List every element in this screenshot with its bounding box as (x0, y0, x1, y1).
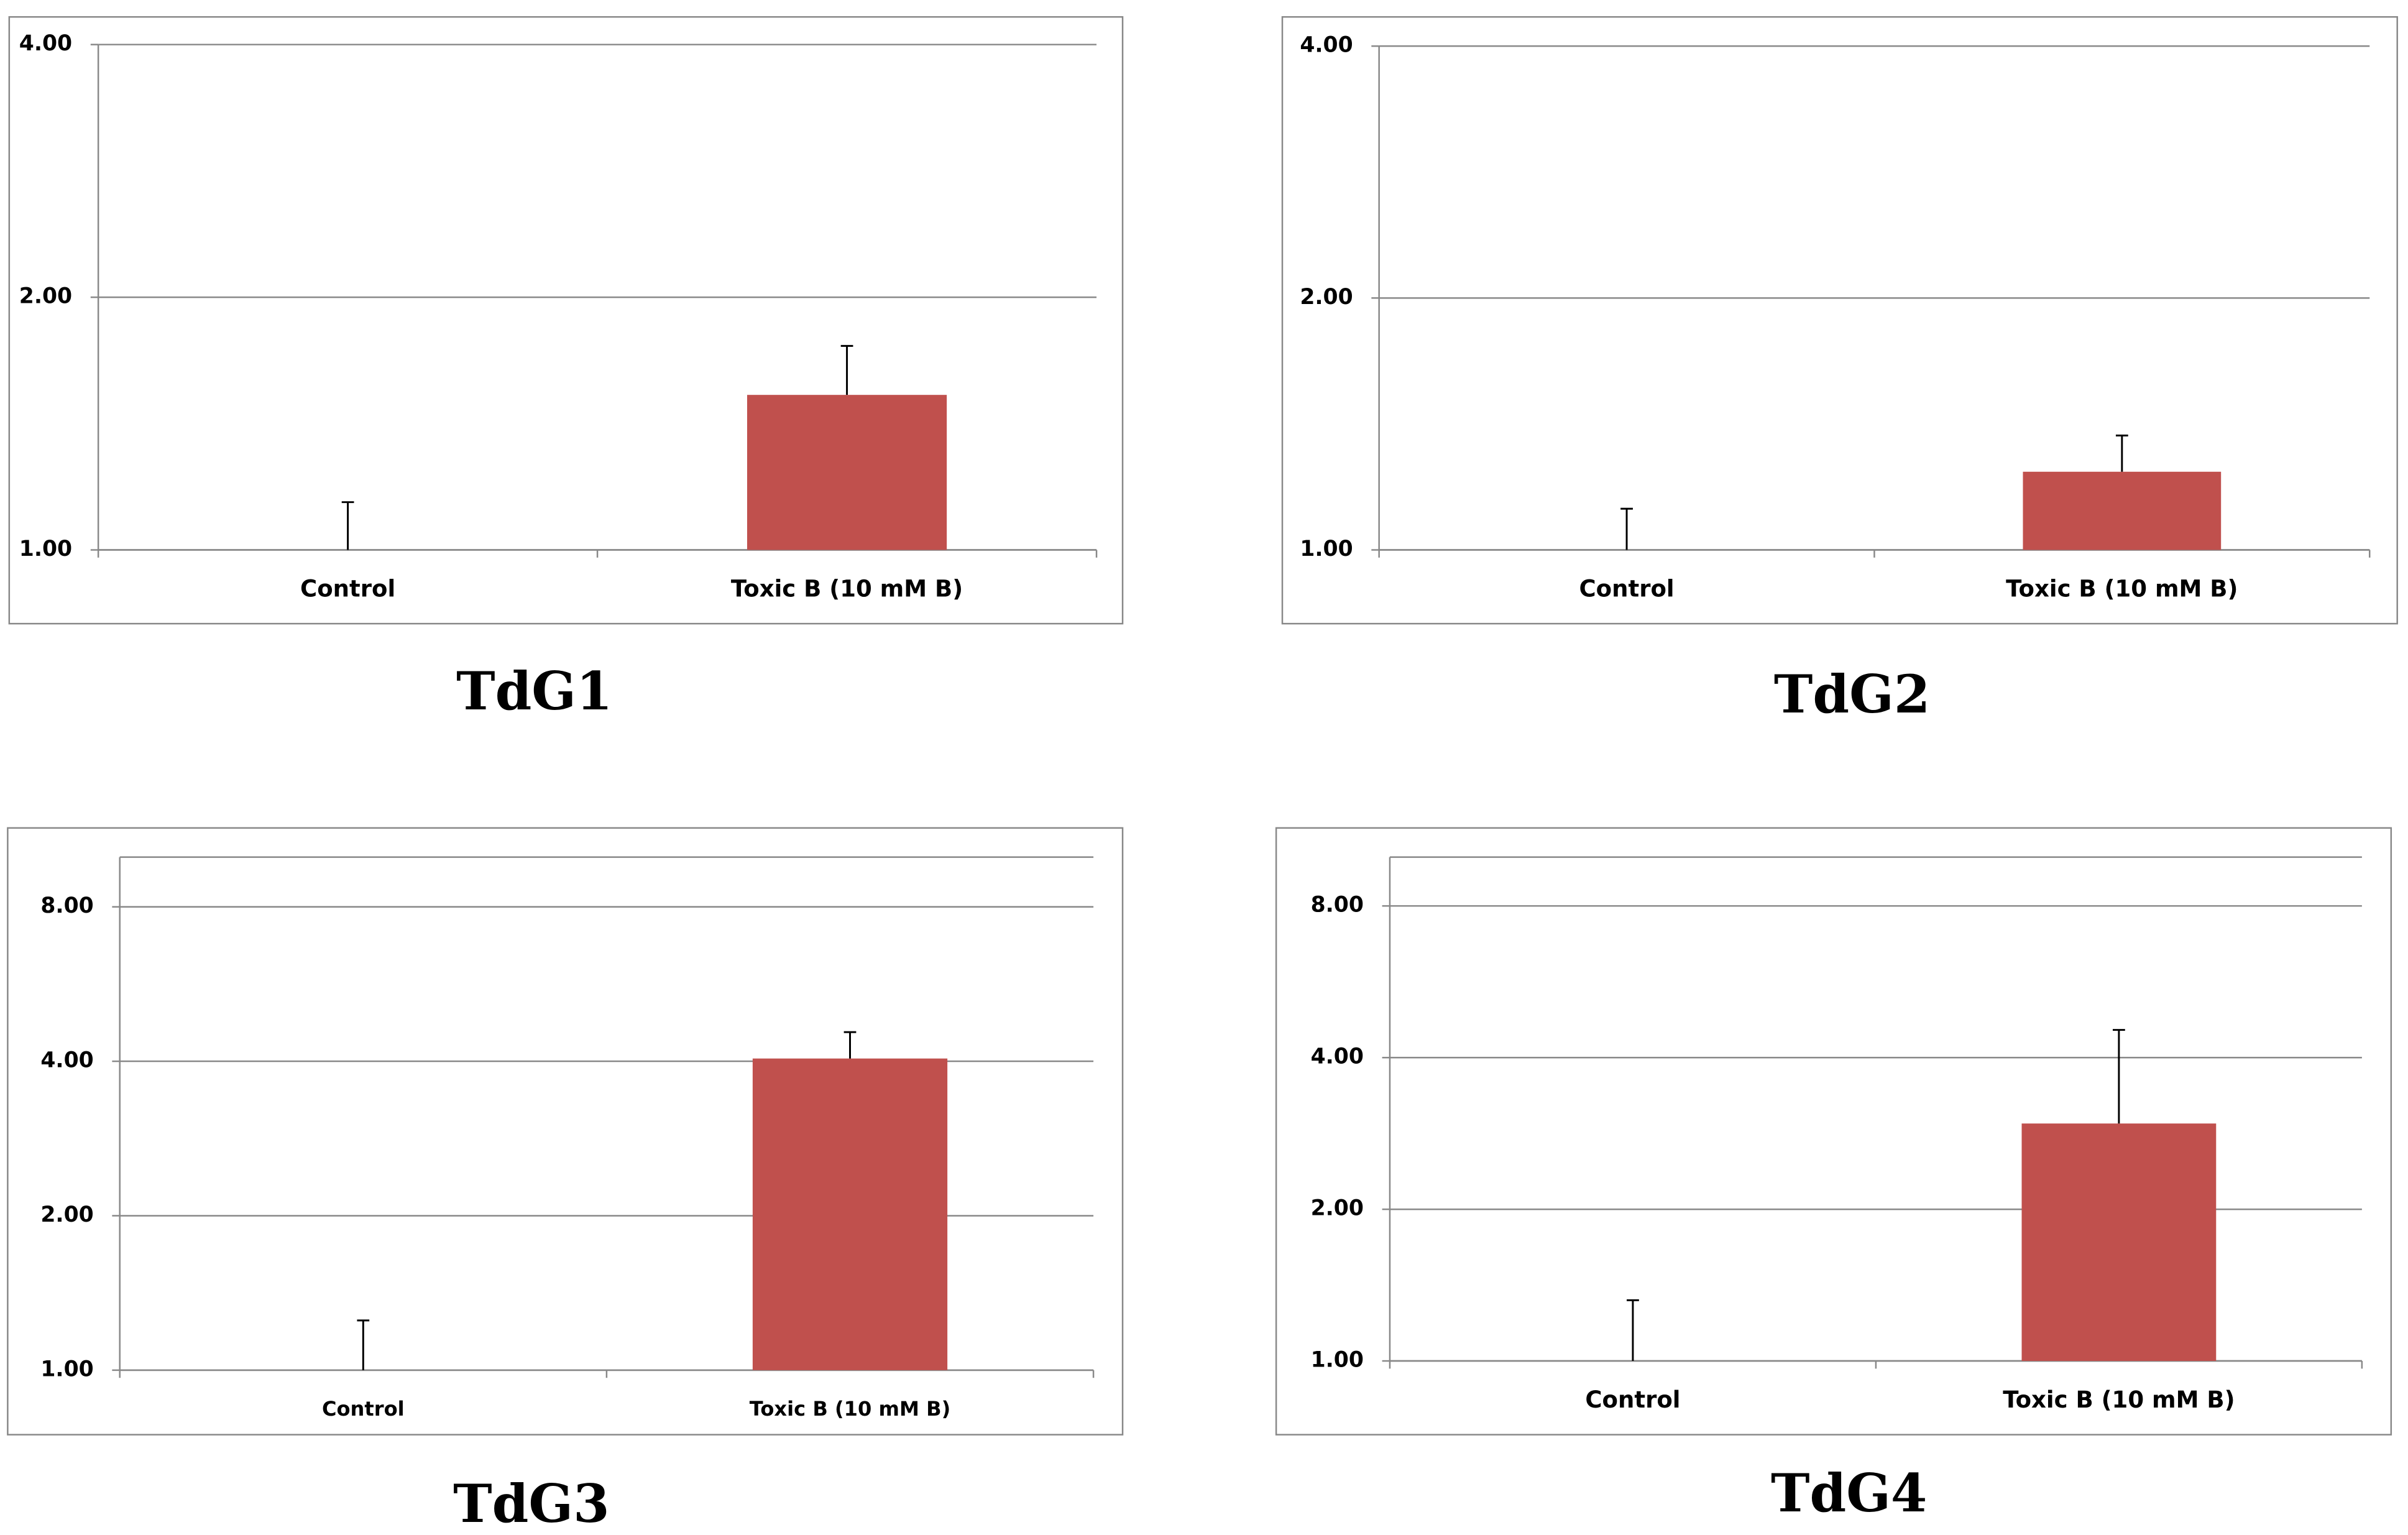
x-tick-label: Toxic B (10 mM B) (750, 1397, 951, 1421)
chart-frame (1281, 16, 2398, 625)
bar (747, 395, 947, 550)
y-tick-label: 8.00 (1311, 893, 1364, 918)
y-tick-label: 4.00 (1311, 1044, 1364, 1069)
y-tick-label: 4.00 (1300, 33, 1353, 58)
y-tick-label: 1.00 (19, 537, 72, 561)
x-tick-label: Control (1585, 1386, 1680, 1413)
y-tick-label: 4.00 (19, 31, 72, 56)
bar (2021, 1123, 2217, 1362)
x-tick-label: Control (300, 575, 395, 602)
chart-frame (1275, 827, 2392, 1436)
x-tick-label: Control (1579, 575, 1674, 602)
chart-title: TdG1 (456, 660, 612, 722)
y-tick-label: 8.00 (40, 893, 93, 918)
x-tick-label: Control (322, 1397, 405, 1421)
chart-title: TdG3 (453, 1473, 609, 1534)
chart-title: TdG2 (1774, 663, 1930, 725)
x-tick-label: Toxic B (10 mM B) (731, 575, 963, 602)
bar (752, 1058, 948, 1370)
bar (2023, 471, 2222, 550)
y-tick-label: 1.00 (40, 1357, 93, 1381)
chart-frame (7, 827, 1124, 1436)
y-tick-label: 1.00 (1300, 537, 1353, 561)
chart-title: TdG4 (1771, 1462, 1927, 1524)
y-tick-label: 4.00 (40, 1048, 93, 1073)
x-tick-label: Toxic B (10 mM B) (2006, 575, 2238, 602)
y-tick-label: 2.00 (1311, 1196, 1364, 1221)
chart-frame (8, 16, 1124, 625)
y-tick-label: 2.00 (19, 284, 72, 309)
x-tick-label: Toxic B (10 mM B) (2003, 1386, 2235, 1413)
y-tick-label: 1.00 (1311, 1348, 1364, 1373)
y-tick-label: 2.00 (40, 1202, 93, 1227)
y-tick-label: 2.00 (1300, 285, 1353, 310)
